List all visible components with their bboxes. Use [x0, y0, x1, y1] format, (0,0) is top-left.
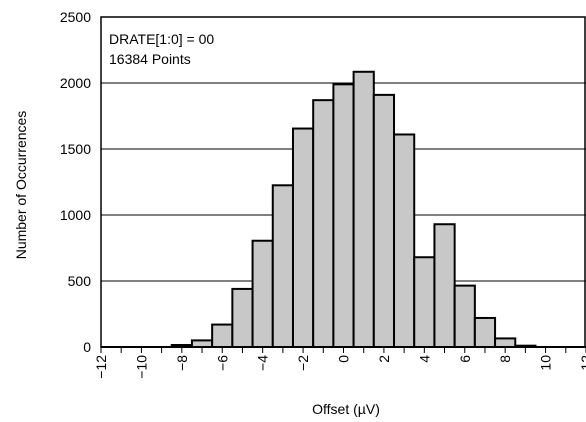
x-tick-label-9: 6: [457, 355, 473, 363]
histogram-bar-6: [291, 127, 315, 348]
annotation-points: 16384 Points: [109, 51, 191, 67]
y-tick-label-0: 0: [83, 339, 91, 355]
histogram-bar-3: [231, 287, 254, 349]
histogram-bar-14: [453, 284, 476, 348]
histogram-bar-4: [251, 239, 274, 349]
histogram-bar-2: [211, 323, 234, 348]
histogram-bar-11: [393, 133, 416, 348]
histogram-bar-8: [332, 83, 355, 348]
x-tick-label-0: −12: [93, 355, 109, 379]
histogram-bar-15: [473, 316, 497, 348]
histogram-bar-10: [372, 93, 396, 348]
y-tick-label-1: 500: [68, 273, 92, 289]
histogram-bar-13: [433, 223, 456, 349]
x-tick-label-7: 2: [376, 355, 392, 363]
histogram-bar-7: [312, 99, 335, 348]
histogram-bars: [170, 70, 537, 349]
y-tick-label-2: 1000: [60, 207, 91, 223]
x-tick-label-10: 8: [497, 355, 513, 363]
x-axis-label: Offset (µV): [312, 401, 380, 417]
x-tick-label-2: −8: [174, 355, 190, 371]
y-tick-label-5: 2500: [60, 9, 91, 25]
annotation-drate: DRATE[1:0] = 00: [109, 31, 214, 47]
x-tick-label-6: 0: [336, 355, 352, 363]
histogram-bar-12: [413, 256, 436, 348]
histogram-bar-5: [271, 184, 294, 348]
x-tick-label-11: 10: [538, 355, 554, 371]
x-tick-label-8: 4: [416, 355, 432, 363]
y-tick-label-4: 2000: [60, 75, 91, 91]
histogram-bar-9: [352, 70, 375, 348]
y-tick-label-3: 1500: [60, 141, 91, 157]
y-axis-label: Number of Occurrences: [13, 111, 29, 260]
x-tick-label-12: 12: [578, 355, 586, 371]
histogram-bar-16: [494, 337, 517, 349]
tick-labels: 0 500 1000 1500 2000 2500 −12 −10 −8 −6 −4 −2 0 2 4 6 8 1…: [60, 9, 586, 379]
x-tick-label-3: −6: [214, 355, 230, 371]
axes: [100, 16, 586, 353]
x-tick-label-5: −2: [295, 355, 311, 371]
x-tick-label-4: −4: [255, 355, 271, 371]
x-tick-label-1: −10: [133, 355, 149, 379]
